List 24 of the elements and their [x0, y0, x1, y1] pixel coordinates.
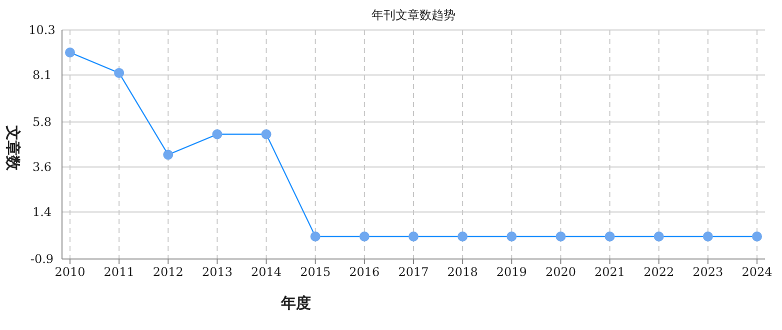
x-tick-label: 2024	[742, 265, 773, 279]
x-tick-label: 2020	[545, 265, 576, 279]
x-tick-label: 2016	[349, 265, 380, 279]
x-tick-label: 2018	[447, 265, 478, 279]
y-tick-label: 3.6	[32, 160, 52, 174]
y-tick-label: 1.4	[32, 204, 52, 219]
x-tick-label: 2022	[644, 265, 674, 279]
y-tick-label: 8.1	[32, 68, 52, 82]
x-axis-title: 年度	[280, 294, 311, 312]
x-tick-label: 2012	[152, 265, 184, 279]
chart-title: 年刊文章数趋势	[372, 8, 456, 22]
y-axis-title: 文章数	[4, 124, 22, 172]
y-tick-label: -0.9	[30, 252, 54, 266]
x-tick-label: 2011	[104, 265, 134, 279]
y-tick-label: 10.3	[28, 23, 56, 37]
x-tick-label: 2014	[251, 265, 282, 279]
x-tick-label: 2013	[202, 265, 232, 279]
x-tick-label: 2015	[300, 265, 331, 279]
x-tick-label: 2019	[496, 265, 527, 279]
x-tick-label: 2021	[594, 265, 626, 279]
x-tick-label: 2023	[692, 265, 724, 279]
y-tick-label: 5.8	[32, 115, 52, 130]
x-tick-label: 2017	[398, 265, 429, 279]
x-tick-label: 2010	[54, 265, 86, 279]
